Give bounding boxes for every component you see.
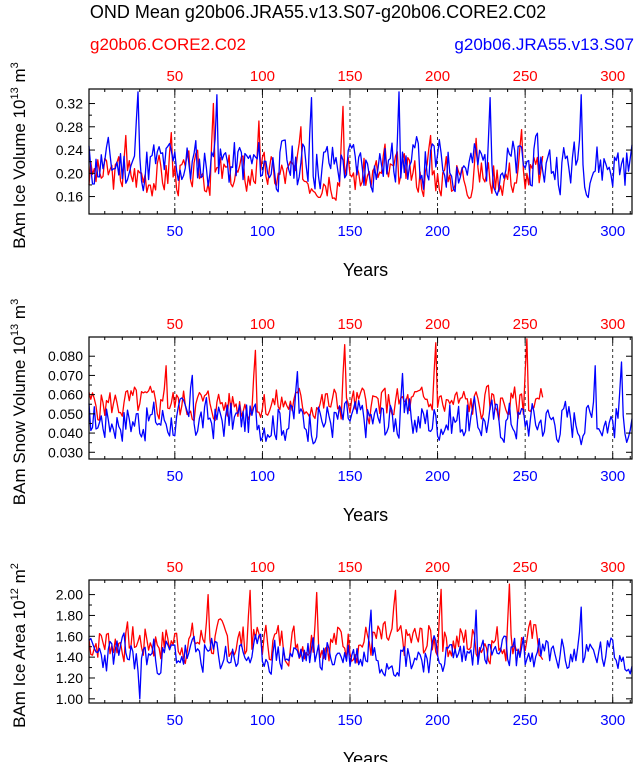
- xtick-label-top: 100: [250, 68, 275, 85]
- xtick-label-bottom: 200: [425, 468, 450, 485]
- x-axis-label: Years: [343, 749, 388, 762]
- xtick-label-top: 200: [425, 68, 450, 85]
- xtick-label-bottom: 100: [250, 223, 275, 240]
- header-svg: OND Mean g20b06.JRA55.v13.S07-g20b06.COR…: [90, 2, 634, 54]
- xtick-label-bottom: 250: [513, 223, 538, 240]
- ytick-label: 0.050: [48, 406, 83, 422]
- ytick-label: 0.20: [56, 165, 83, 181]
- xtick-label-top: 250: [513, 559, 538, 576]
- xtick-label-top: 150: [337, 68, 362, 85]
- panel-ice-volume: 0.16 0.20 0.24 0.28 0.32 50 50 100 100 150 150 200 2…: [9, 62, 633, 280]
- ylabel-main: BAm Snow Volume 10: [10, 336, 29, 505]
- xtick-label-bottom: 100: [250, 468, 275, 485]
- xtick-label-top: 150: [337, 559, 362, 576]
- xtick-label-bottom: 300: [600, 712, 625, 729]
- ylabel-unit: m: [10, 68, 29, 87]
- series-line-red: [88, 102, 544, 201]
- plot-frame: [88, 579, 633, 704]
- xtick-label-top: 300: [600, 316, 625, 333]
- plot-frame: [88, 88, 633, 215]
- x-axis-label: Years: [343, 505, 388, 525]
- ylabel-exponent: 13: [9, 87, 21, 99]
- x-axis-label: Years: [343, 260, 388, 280]
- ytick-label: 1.20: [56, 670, 83, 686]
- series-line-red: [88, 583, 544, 667]
- xtick-label-bottom: 250: [513, 468, 538, 485]
- xtick-label-bottom: 250: [513, 712, 538, 729]
- ylabel-exponent: 12: [9, 588, 21, 600]
- xtick-label-bottom: 300: [600, 223, 625, 240]
- xtick-label-top: 150: [337, 316, 362, 333]
- y-axis-label: BAm Ice Area 1012 m2: [9, 563, 29, 728]
- xtick-label-bottom: 200: [425, 223, 450, 240]
- xtick-label-top: 100: [250, 316, 275, 333]
- y-axis-label: BAm Ice Volume 1013 m3: [9, 62, 29, 249]
- plot-frame: [88, 336, 633, 460]
- ytick-label: 0.16: [56, 189, 83, 205]
- series-line-red: [88, 338, 544, 425]
- ytick-label: 0.32: [56, 96, 83, 112]
- xtick-label-bottom: 200: [425, 712, 450, 729]
- xtick-label-top: 300: [600, 68, 625, 85]
- xtick-label-bottom: 50: [166, 712, 183, 729]
- ytick-label: 1.60: [56, 628, 83, 644]
- xtick-label-bottom: 150: [337, 712, 362, 729]
- ylabel-unit: m: [10, 569, 29, 588]
- xtick-label-top: 250: [513, 316, 538, 333]
- ytick-label: 0.030: [48, 444, 83, 460]
- ylabel-unit: m: [10, 305, 29, 324]
- ylabel-unit-exponent: 2: [9, 563, 21, 569]
- series-line-blue: [88, 606, 633, 700]
- series-line-blue: [88, 361, 633, 446]
- ytick-label: 0.040: [48, 425, 83, 441]
- legend-red-label: g20b06.CORE2.C02: [90, 35, 246, 54]
- ylabel-exponent: 13: [9, 324, 21, 336]
- xtick-label-top: 250: [513, 68, 538, 85]
- panel-ice-area: 1.00 1.20 1.40 1.60 1.80 2.00 50 50 100 100 150 150…: [9, 559, 633, 762]
- xtick-label-top: 50: [166, 68, 183, 85]
- xtick-label-top: 200: [425, 559, 450, 576]
- ytick-label: 0.070: [48, 367, 83, 383]
- xtick-label-top: 200: [425, 316, 450, 333]
- xtick-label-bottom: 150: [337, 468, 362, 485]
- ytick-label: 1.40: [56, 649, 83, 665]
- ylabel-main: BAm Ice Area 10: [10, 600, 29, 728]
- xtick-label-bottom: 100: [250, 712, 275, 729]
- xtick-label-top: 300: [600, 559, 625, 576]
- legend-blue-label: g20b06.JRA55.v13.S07: [454, 35, 634, 54]
- ylabel-unit-exponent: 3: [9, 62, 21, 68]
- y-axis-label: BAm Snow Volume 1013 m3: [9, 299, 29, 505]
- ylabel-unit-exponent: 3: [9, 299, 21, 305]
- ytick-label: 0.28: [56, 119, 83, 135]
- ytick-label: 0.060: [48, 387, 83, 403]
- xtick-label-top: 100: [250, 559, 275, 576]
- ytick-label: 1.80: [56, 607, 83, 623]
- ytick-label: 0.080: [48, 348, 83, 364]
- xtick-label-bottom: 150: [337, 223, 362, 240]
- xtick-label-top: 50: [166, 316, 183, 333]
- figure-title: OND Mean g20b06.JRA55.v13.S07-g20b06.COR…: [90, 2, 546, 22]
- xtick-label-bottom: 300: [600, 468, 625, 485]
- ytick-label: 0.24: [56, 142, 83, 158]
- ytick-label: 1.00: [56, 691, 83, 707]
- ylabel-main: BAm Ice Volume 10: [10, 99, 29, 248]
- xtick-label-bottom: 50: [166, 223, 183, 240]
- panel-snow-volume: 0.030 0.040 0.050 0.060 0.070 0.080 50 50 100 100…: [9, 299, 633, 525]
- ytick-label: 2.00: [56, 587, 83, 603]
- series-line-blue: [88, 91, 633, 199]
- xtick-label-bottom: 50: [166, 468, 183, 485]
- xtick-label-top: 50: [166, 559, 183, 576]
